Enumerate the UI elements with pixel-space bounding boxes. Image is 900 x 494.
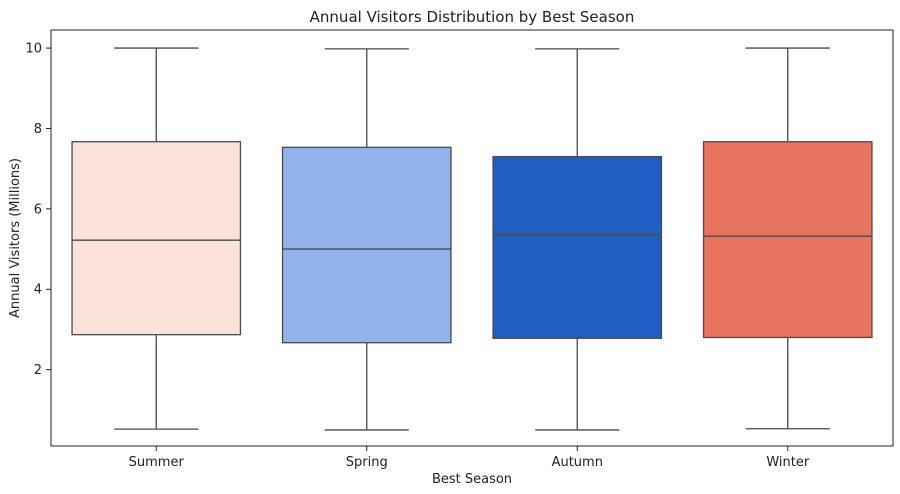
box-summer (71, 47, 242, 430)
x-tick-label: Spring (346, 455, 388, 470)
y-tick-label: 2 (34, 363, 42, 378)
y-tick-label: 6 (34, 202, 42, 217)
x-axis-label: Best Season (432, 472, 512, 487)
box-autumn (492, 48, 663, 431)
iqr-box (702, 141, 873, 339)
iqr-box (492, 155, 663, 339)
x-tick-label: Summer (129, 455, 185, 470)
y-axis-label: Annual Visitors (Millions) (8, 158, 23, 318)
y-axis-ticks: 2 4 6 8 10 (25, 42, 51, 378)
iqr-box (281, 146, 452, 344)
y-tick-label: 10 (25, 42, 42, 57)
iqr-box (71, 141, 242, 336)
x-axis-ticks: Summer Spring Autumn Winter (129, 446, 810, 470)
x-tick-label: Autumn (552, 455, 603, 470)
plot-area-frame (50, 29, 894, 447)
box-series (71, 47, 873, 431)
chart-title: Annual Visitors Distribution by Best Sea… (310, 8, 635, 26)
box-winter (702, 47, 873, 430)
y-tick-label: 4 (34, 283, 42, 298)
y-tick-label: 8 (34, 122, 42, 137)
x-tick-label: Winter (766, 455, 810, 470)
box-spring (281, 48, 452, 431)
